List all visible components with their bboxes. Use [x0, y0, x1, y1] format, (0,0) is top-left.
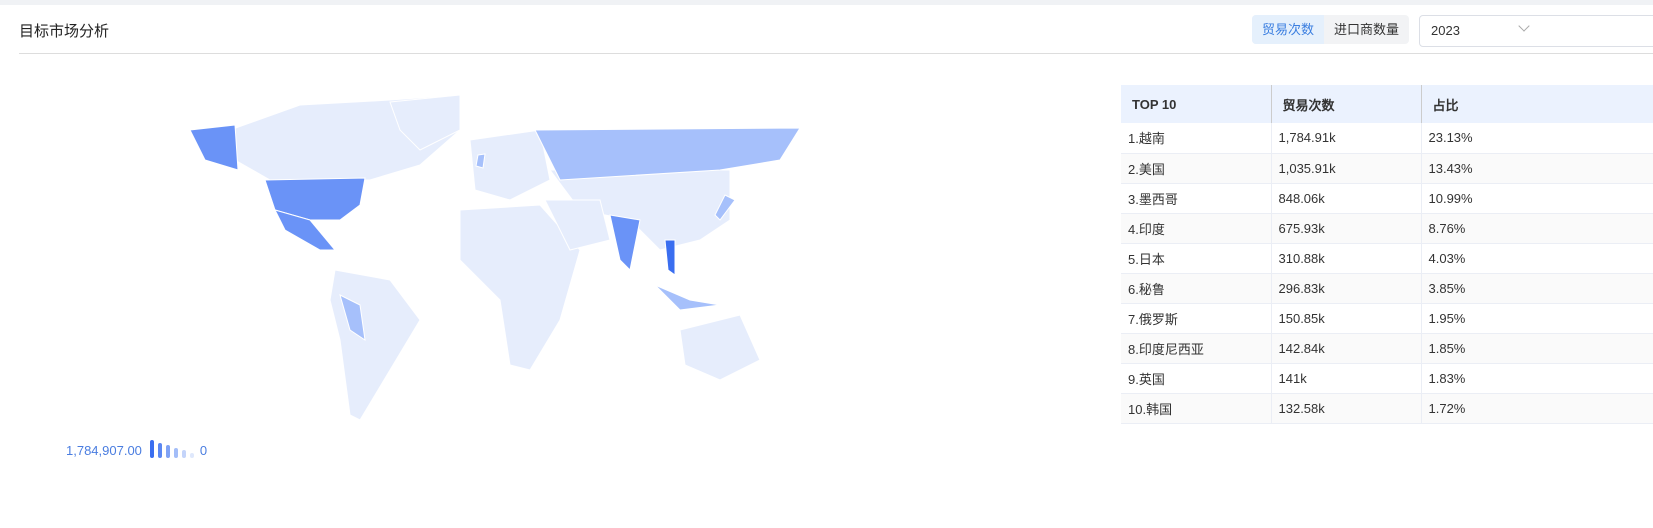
country-cell: 7.俄罗斯: [1121, 303, 1272, 334]
divider: [19, 53, 1653, 54]
region-russia: [534, 127, 801, 181]
region-mexico: [274, 209, 337, 251]
region-vietnam: [664, 239, 676, 276]
legend-bar[interactable]: [149, 440, 154, 458]
count-cell: 675.93k: [1271, 213, 1422, 244]
region-south-america: [329, 269, 421, 420]
country-cell: 10.韩国: [1121, 393, 1272, 424]
region-greenland: [389, 94, 461, 151]
count-cell: 296.83k: [1271, 273, 1422, 304]
country-cell: 5.日本: [1121, 243, 1272, 274]
legend-min: 0: [199, 443, 208, 458]
region-australia: [679, 314, 761, 381]
country-cell: 1.越南: [1121, 123, 1272, 154]
count-cell: 141k: [1271, 363, 1422, 394]
count-cell: 848.06k: [1271, 183, 1422, 214]
share-cell: 10.99%: [1421, 183, 1653, 214]
count-cell: 1,784.91k: [1271, 123, 1422, 154]
header-trade-count: 贸易次数: [1271, 85, 1422, 123]
header-top10: TOP 10: [1121, 85, 1272, 123]
world-map[interactable]: [160, 90, 810, 420]
legend-bar[interactable]: [157, 442, 162, 458]
visual-map-legend: 1,784,907.00 0: [66, 440, 207, 458]
region-alaska: [189, 124, 239, 171]
table-row[interactable]: 10.韩国 132.58k 1.72%: [1121, 393, 1653, 424]
table-row[interactable]: 8.印度尼西亚 142.84k 1.85%: [1121, 333, 1653, 364]
table-row[interactable]: 7.俄罗斯 150.85k 1.95%: [1121, 303, 1653, 334]
country-cell: 2.美国: [1121, 153, 1272, 184]
page-title: 目标市场分析: [19, 23, 110, 40]
region-europe: [469, 129, 551, 201]
table-row[interactable]: 1.越南 1,784.91k 23.13%: [1121, 123, 1653, 154]
table-row[interactable]: 2.美国 1,035.91k 13.43%: [1121, 153, 1653, 184]
legend-bar[interactable]: [189, 452, 194, 458]
count-cell: 132.58k: [1271, 393, 1422, 424]
header-share: 占比: [1421, 85, 1653, 123]
region-india: [609, 214, 641, 272]
table-row[interactable]: 3.墨西哥 848.06k 10.99%: [1121, 183, 1653, 214]
share-cell: 1.85%: [1421, 333, 1653, 364]
top-bar: [0, 0, 1653, 5]
count-cell: 150.85k: [1271, 303, 1422, 334]
region-japan: [714, 194, 736, 221]
legend-bar[interactable]: [173, 447, 178, 458]
region-middle-east: [544, 199, 611, 251]
country-cell: 4.印度: [1121, 213, 1272, 244]
table-row[interactable]: 4.印度 675.93k 8.76%: [1121, 213, 1653, 244]
share-cell: 3.85%: [1421, 273, 1653, 304]
table-row[interactable]: 9.英国 141k 1.83%: [1121, 363, 1653, 394]
count-cell: 1,035.91k: [1271, 153, 1422, 184]
share-cell: 1.95%: [1421, 303, 1653, 334]
region-africa: [459, 204, 581, 371]
legend-bar[interactable]: [165, 445, 170, 458]
share-cell: 1.83%: [1421, 363, 1653, 394]
country-cell: 8.印度尼西亚: [1121, 333, 1272, 364]
region-uk: [475, 153, 486, 169]
share-cell: 4.03%: [1421, 243, 1653, 274]
share-cell: 13.43%: [1421, 153, 1653, 184]
share-cell: 8.76%: [1421, 213, 1653, 244]
region-indonesia: [654, 284, 721, 311]
metric-tabs: 贸易次数 进口商数量: [1252, 15, 1410, 44]
share-cell: 1.72%: [1421, 393, 1653, 424]
country-cell: 9.英国: [1121, 363, 1272, 394]
legend-bar[interactable]: [181, 450, 186, 458]
year-select[interactable]: 2023: [1419, 15, 1653, 47]
share-cell: 23.13%: [1421, 123, 1653, 154]
region-peru: [339, 294, 366, 342]
legend-max: 1,784,907.00: [66, 443, 142, 458]
country-cell: 3.墨西哥: [1121, 183, 1272, 214]
legend-bars[interactable]: [149, 440, 194, 458]
count-cell: 310.88k: [1271, 243, 1422, 274]
tab-importer-count[interactable]: 进口商数量: [1334, 22, 1400, 37]
top10-table: TOP 10 贸易次数 占比 1.越南 1,784.91k 23.13% 2.美国 1,…: [1121, 85, 1653, 424]
tab-trade-count[interactable]: 贸易次数: [1252, 15, 1325, 44]
country-cell: 6.秘鲁: [1121, 273, 1272, 304]
table-row[interactable]: 6.秘鲁 296.83k 3.85%: [1121, 273, 1653, 304]
count-cell: 142.84k: [1271, 333, 1422, 364]
table-row[interactable]: 5.日本 310.88k 4.03%: [1121, 243, 1653, 274]
